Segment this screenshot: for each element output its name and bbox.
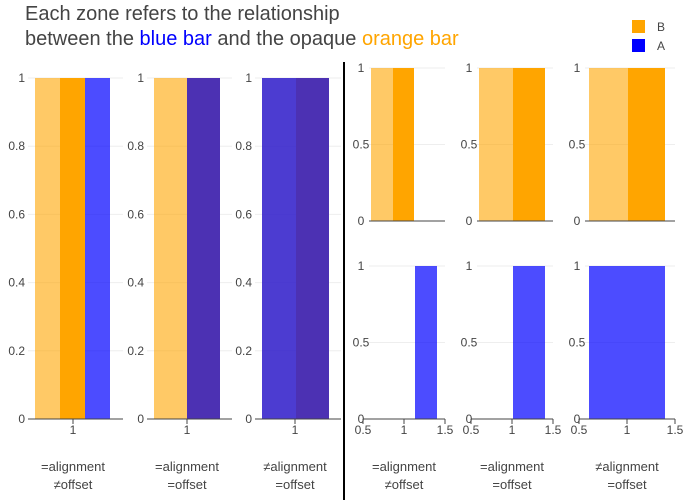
title-blue-bar-text: blue bar (139, 28, 212, 50)
bar (371, 68, 393, 221)
panel-caption-line-1: =alignment (41, 459, 105, 474)
bar (296, 78, 329, 419)
panel-caption-line-1: ≠alignment (263, 459, 327, 474)
panel-caption-line-1: =alignment (155, 459, 219, 474)
y-tick-label: 1 (358, 61, 365, 75)
x-tick-label: 1 (401, 423, 408, 437)
y-tick-label: 0.5 (569, 336, 586, 350)
y-tick-label: 0.4 (127, 276, 144, 290)
y-tick-label: 0.2 (8, 344, 25, 358)
y-tick-label: 0.2 (235, 344, 252, 358)
y-tick-label: 1 (245, 71, 252, 85)
bar (513, 266, 545, 419)
bar (154, 78, 187, 419)
y-tick-label: 0 (358, 412, 365, 426)
panel-caption-line-2: =offset (275, 477, 315, 492)
legend-label-b: B (657, 19, 666, 34)
y-tick-label: 0 (574, 214, 581, 228)
title-orange-bar-text: orange bar (361, 28, 459, 50)
bar (85, 78, 110, 419)
y-tick-label: 1 (574, 259, 581, 273)
bar (589, 68, 628, 221)
bar (393, 68, 414, 221)
y-tick-label: 0 (245, 412, 252, 426)
y-tick-label: 0.5 (569, 138, 586, 152)
panel-caption-line-2: ≠offset (385, 477, 424, 492)
y-tick-label: 0 (358, 214, 365, 228)
y-tick-label: 0.4 (8, 276, 25, 290)
y-tick-label: 0.5 (461, 336, 478, 350)
y-tick-label: 0 (466, 214, 473, 228)
legend-item-a[interactable]: A (632, 36, 665, 55)
y-tick-label: 1 (18, 71, 25, 85)
bar (262, 78, 296, 419)
y-tick-label: 0.6 (127, 207, 144, 221)
x-tick-label: 0.5 (571, 423, 588, 437)
bar (60, 78, 85, 419)
x-tick-label: 1.5 (545, 423, 562, 437)
legend: B A (632, 17, 665, 55)
bar (187, 78, 220, 419)
x-tick-label: 1.5 (437, 423, 454, 437)
x-tick-label: 0.5 (355, 423, 372, 437)
panel-caption-line-2: ≠offset (54, 477, 93, 492)
legend-swatch-b (632, 20, 645, 33)
panel-caption-line-2: =offset (492, 477, 532, 492)
y-tick-label: 0 (18, 412, 25, 426)
panel-caption-line-1: =alignment (372, 459, 436, 474)
bar (35, 78, 60, 419)
y-tick-label: 0.5 (353, 138, 370, 152)
legend-item-b[interactable]: B (632, 17, 665, 36)
y-tick-label: 1 (358, 259, 365, 273)
panel-caption-line-2: =offset (607, 477, 647, 492)
x-tick-label: 1 (292, 423, 299, 437)
x-tick-label: 1 (509, 423, 516, 437)
x-tick-label: 1.5 (667, 423, 684, 437)
title-text: between the (25, 28, 140, 50)
bar (513, 68, 545, 221)
x-tick-label: 1 (70, 423, 77, 437)
bar (589, 266, 665, 419)
y-tick-label: 0.8 (8, 139, 25, 153)
bar (415, 266, 437, 419)
chart-title: Each zone refers to the relationship bet… (25, 2, 459, 52)
y-tick-label: 0 (574, 412, 581, 426)
y-tick-label: 1 (574, 61, 581, 75)
x-tick-label: 1 (184, 423, 191, 437)
y-tick-label: 0.5 (461, 138, 478, 152)
bar (479, 68, 513, 221)
y-tick-label: 0.5 (353, 336, 370, 350)
y-tick-label: 0 (466, 412, 473, 426)
y-tick-label: 0.6 (235, 207, 252, 221)
y-tick-label: 1 (137, 71, 144, 85)
panel-caption-line-1: =alignment (480, 459, 544, 474)
bar (628, 68, 665, 221)
y-tick-label: 0.4 (235, 276, 252, 290)
x-tick-label: 1 (624, 423, 631, 437)
panel-caption-line-1: ≠alignment (595, 459, 659, 474)
legend-label-a: A (657, 38, 666, 53)
y-tick-label: 0.2 (127, 344, 144, 358)
title-text: and the opaque (211, 28, 362, 50)
y-tick-label: 0.8 (127, 139, 144, 153)
y-tick-label: 1 (466, 259, 473, 273)
title-line-2: between the blue bar and the opaque oran… (25, 27, 459, 52)
y-tick-label: 0 (137, 412, 144, 426)
legend-swatch-a (632, 39, 645, 52)
panel-caption-line-2: =offset (167, 477, 207, 492)
y-tick-label: 0.6 (8, 207, 25, 221)
y-tick-label: 1 (466, 61, 473, 75)
x-tick-label: 0.5 (463, 423, 480, 437)
y-tick-label: 0.8 (235, 139, 252, 153)
title-line-1: Each zone refers to the relationship (25, 3, 340, 25)
